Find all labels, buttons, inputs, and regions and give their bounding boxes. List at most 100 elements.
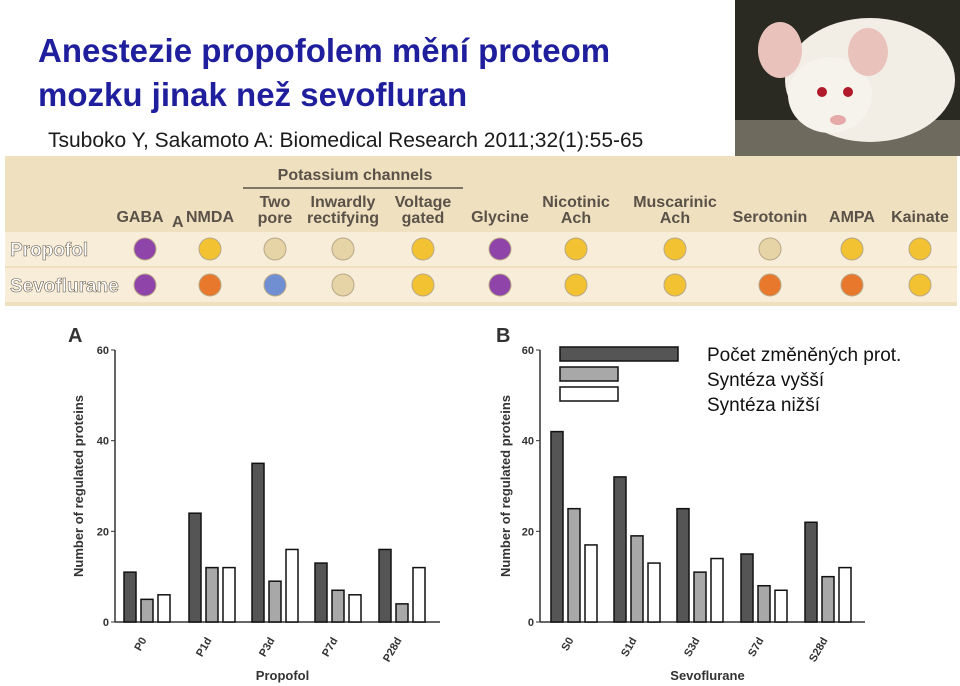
receptor-dot [331, 237, 355, 261]
receptor-dot [840, 273, 864, 297]
column-label: Muscarinic [633, 194, 717, 211]
row-label: Sevoflurane [10, 276, 119, 297]
bar [774, 589, 788, 623]
row-label: Propofol [10, 240, 88, 261]
bar [285, 548, 299, 623]
x-tick-label: P0 [132, 636, 149, 654]
receptor-dot [564, 237, 588, 261]
receptor-dot [263, 273, 287, 297]
y-tick-label: 0 [103, 617, 109, 629]
receptor-dot [198, 237, 222, 261]
citation: Tsuboko Y, Sakamoto A: Biomedical Resear… [48, 129, 643, 152]
x-tick-label: S7d [746, 636, 766, 659]
x-axis-label: Sevoflurane [670, 668, 744, 683]
column-label: NMDA [186, 209, 234, 226]
y-tick-label: 0 [528, 617, 534, 629]
y-tick-label: 60 [97, 345, 109, 357]
column-label: Ach [660, 210, 690, 227]
bar [395, 603, 409, 623]
x-axis-label: Propofol [256, 668, 309, 683]
bar [613, 476, 627, 623]
bar [205, 566, 219, 623]
x-tick-label: P7d [320, 636, 340, 659]
bar [630, 535, 644, 623]
legend-label: Syntéza nižší [707, 395, 821, 416]
receptor-dot [663, 237, 687, 261]
receptor-dot [908, 237, 932, 261]
bar [314, 562, 328, 623]
row-band [5, 268, 957, 302]
bar [348, 594, 362, 623]
column-label: AMPA [829, 209, 875, 226]
bar [157, 594, 171, 623]
bar [647, 562, 661, 623]
bar [821, 575, 835, 623]
bar [268, 580, 282, 623]
column-label: Kainate [891, 209, 949, 226]
bar [838, 566, 852, 623]
column-subscript: A [172, 214, 184, 231]
bar [123, 571, 137, 623]
receptor-dot [133, 273, 157, 297]
x-tick-label: P1d [194, 636, 214, 659]
receptor-dot [908, 273, 932, 297]
bar [188, 512, 202, 623]
receptor-dot [564, 273, 588, 297]
column-label: pore [258, 210, 293, 227]
bar [550, 430, 564, 623]
x-tick-label: S0 [559, 636, 576, 654]
receptor-dot [411, 237, 435, 261]
bar [567, 507, 581, 623]
bar [222, 566, 236, 623]
bar [740, 553, 754, 623]
receptor-dot [198, 273, 222, 297]
bar [251, 462, 265, 623]
receptor-dot [488, 273, 512, 297]
group-label: Potassium channels [278, 167, 433, 184]
receptor-dot [331, 273, 355, 297]
rat-photo [735, 0, 960, 156]
bar [378, 548, 392, 623]
legend-label: Počet změněných prot. [707, 345, 901, 366]
legend-swatch [559, 346, 679, 362]
column-label: Glycine [471, 209, 529, 226]
y-tick-label: 20 [97, 526, 109, 538]
bar [331, 589, 345, 623]
bar [676, 507, 690, 623]
y-tick-label: 20 [522, 526, 534, 538]
receptor-dot [758, 237, 782, 261]
receptor-dot [663, 273, 687, 297]
receptor-dot [840, 237, 864, 261]
y-tick-label: 40 [522, 436, 534, 448]
y-axis-label: Number of regulated proteins [71, 395, 86, 577]
column-label: rectifying [307, 210, 379, 227]
legend-swatch [559, 366, 619, 382]
bar [693, 571, 707, 623]
receptor-dot [411, 273, 435, 297]
x-tick-label: S3d [682, 636, 702, 659]
legend-swatch [559, 386, 619, 402]
column-label: Inwardly [311, 194, 376, 211]
bar [710, 557, 724, 623]
bar [140, 598, 154, 623]
receptor-dot [263, 237, 287, 261]
receptor-dot [488, 237, 512, 261]
y-axis-label: Number of regulated proteins [498, 395, 513, 577]
column-label: Two [260, 194, 291, 211]
panel-label: B [496, 325, 510, 347]
title-line: Anestezie propofolem mění proteom [38, 32, 610, 69]
legend-label: Syntéza vyšší [707, 370, 825, 391]
column-label: Ach [561, 210, 591, 227]
column-label: gated [402, 210, 445, 227]
receptor-dot [758, 273, 782, 297]
bar [412, 566, 426, 623]
panel-label: A [68, 325, 82, 347]
bar [757, 584, 771, 623]
y-tick-label: 60 [522, 345, 534, 357]
x-tick-label: P3d [257, 636, 277, 659]
bar [584, 544, 598, 623]
y-tick-label: 40 [97, 436, 109, 448]
column-label: GABA [116, 209, 164, 226]
